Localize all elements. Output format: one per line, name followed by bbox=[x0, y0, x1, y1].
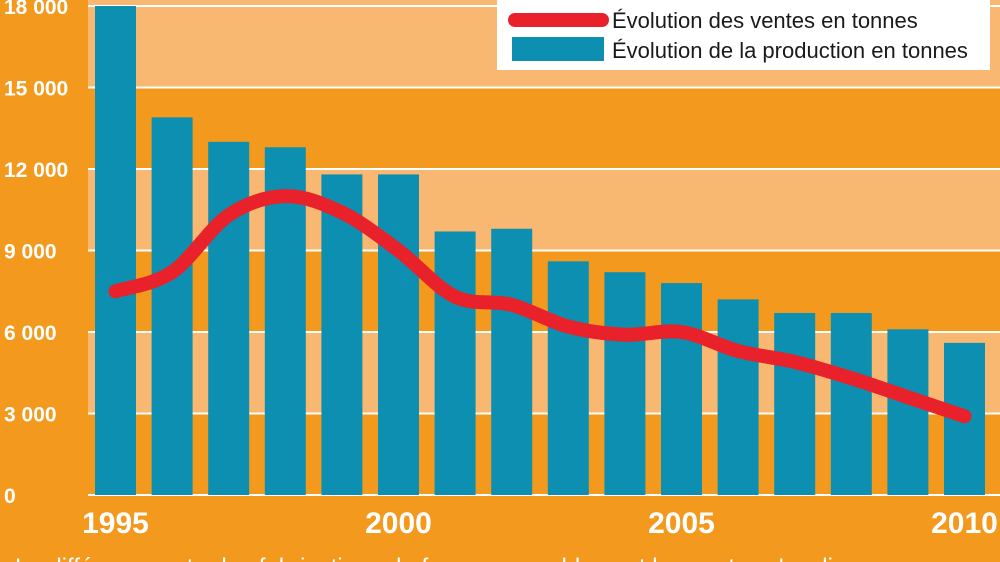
sales-point-1998 bbox=[284, 195, 287, 198]
sales-point-2010 bbox=[963, 415, 966, 418]
bar-2006 bbox=[717, 299, 759, 495]
bar-1997 bbox=[208, 141, 250, 496]
sales-point-1999 bbox=[340, 211, 343, 214]
bar-2003 bbox=[547, 261, 589, 495]
sales-point-2009 bbox=[906, 396, 909, 399]
y-tick-label-6000: 6 000 bbox=[4, 322, 57, 345]
bar-2009 bbox=[887, 329, 929, 495]
y-tick-label-12000: 12 000 bbox=[4, 159, 68, 182]
sales-point-1995 bbox=[114, 290, 117, 293]
y-tick-label-3000: 3 000 bbox=[4, 404, 57, 427]
x-tick-label-2000: 2000 bbox=[365, 507, 432, 540]
caption: La différence entre les fabrications de … bbox=[15, 554, 873, 562]
sales-point-2006 bbox=[737, 350, 740, 353]
sales-point-1997 bbox=[227, 214, 230, 217]
bar-2005 bbox=[661, 283, 702, 495]
sales-point-1996 bbox=[171, 271, 174, 274]
legend-swatch-production bbox=[512, 37, 604, 61]
legend-label-production: Évolution de la production en tonnes bbox=[612, 38, 968, 63]
y-tick-label-18000: 18 000 bbox=[4, 0, 68, 19]
sales-point-2000 bbox=[397, 249, 400, 252]
x-tick-label-1995: 1995 bbox=[82, 507, 149, 540]
sales-point-2007 bbox=[793, 360, 796, 363]
sales-point-2001 bbox=[454, 295, 457, 298]
sales-point-2002 bbox=[510, 303, 513, 306]
sales-point-2008 bbox=[850, 377, 853, 380]
y-tick-label-0: 0 bbox=[4, 485, 16, 508]
y-tick-label-15000: 15 000 bbox=[4, 78, 68, 101]
sales-point-2003 bbox=[567, 325, 570, 328]
bar-2007 bbox=[774, 312, 816, 495]
y-axis: 0 3 000 6 000 9 000 12 000 15 000 18 000 bbox=[4, 0, 68, 508]
bar-2000 bbox=[378, 174, 419, 495]
bar-2008 bbox=[830, 312, 872, 495]
x-tick-label-2010: 2010 bbox=[931, 507, 998, 540]
bar-1995 bbox=[95, 6, 136, 495]
y-tick-label-9000: 9 000 bbox=[4, 241, 57, 264]
sales-line-path bbox=[108, 189, 972, 424]
x-axis: 1995 2000 2005 2010 bbox=[82, 507, 998, 540]
legend: Évolution des ventes en tonnes Évolution… bbox=[497, 0, 990, 70]
bar-2004 bbox=[604, 272, 646, 495]
bar-2002 bbox=[491, 228, 533, 495]
bar-2001 bbox=[434, 231, 476, 495]
bar-1998 bbox=[264, 147, 306, 495]
sales-point-2005 bbox=[680, 331, 683, 333]
sales-line bbox=[108, 189, 972, 424]
legend-label-sales: Évolution des ventes en tonnes bbox=[612, 8, 918, 33]
bar-1996 bbox=[151, 117, 193, 495]
sales-point-2004 bbox=[623, 333, 626, 336]
production-bars bbox=[95, 6, 985, 496]
x-tick-label-2005: 2005 bbox=[648, 507, 715, 540]
